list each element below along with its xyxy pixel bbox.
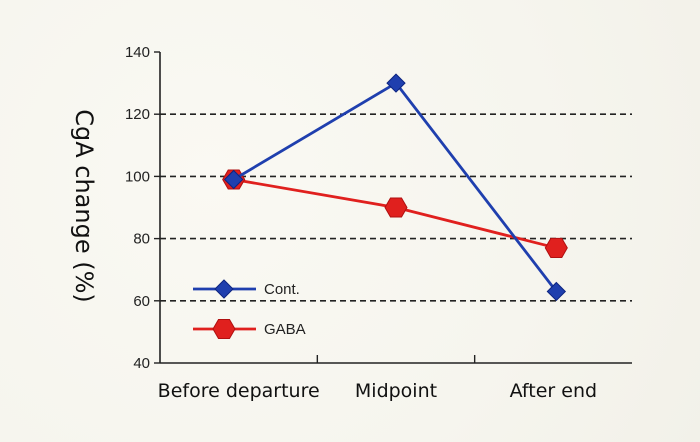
data-point bbox=[223, 169, 244, 190]
y-tick-label-60: 60 bbox=[133, 293, 150, 310]
legend-item-gaba: GABA bbox=[193, 319, 306, 339]
y-tick-label-140: 140 bbox=[125, 44, 150, 61]
data-point bbox=[386, 73, 406, 93]
y-tick-label-120: 120 bbox=[125, 106, 150, 123]
y-tick-label-80: 80 bbox=[133, 231, 150, 248]
legend-label: GABA bbox=[264, 321, 306, 338]
axes: 40 60 80 100 120 140 Before departure Midpoint A… bbox=[125, 44, 632, 402]
y-tick-label-100: 100 bbox=[125, 168, 150, 185]
y-tick-label-40: 40 bbox=[133, 355, 150, 372]
x-tick-label-1: Midpoint bbox=[355, 380, 437, 402]
diamond-icon bbox=[214, 279, 234, 299]
legend-item-cont: Cont. bbox=[193, 279, 300, 299]
hexagon-icon bbox=[212, 319, 236, 339]
data-point bbox=[384, 197, 408, 218]
series bbox=[222, 73, 568, 302]
series-cont bbox=[223, 73, 567, 302]
series-gaba bbox=[222, 169, 568, 258]
x-tick-label-0: Before departure bbox=[158, 380, 320, 402]
data-point bbox=[546, 281, 567, 302]
y-axis-title: CgA change (%) bbox=[70, 109, 98, 303]
legend: Cont. GABA bbox=[193, 279, 306, 339]
data-point bbox=[544, 237, 568, 258]
legend-label: Cont. bbox=[264, 281, 300, 298]
x-tick-label-2: After end bbox=[510, 380, 597, 402]
